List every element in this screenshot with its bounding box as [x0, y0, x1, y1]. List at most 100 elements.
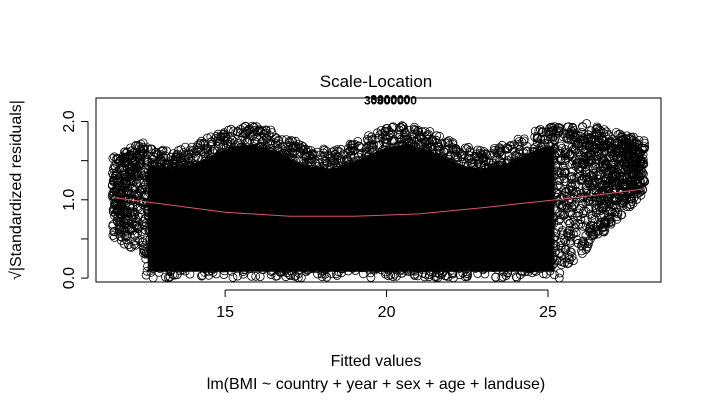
data-point — [464, 235, 474, 245]
data-point — [208, 248, 218, 258]
data-point — [289, 166, 299, 176]
data-point — [409, 248, 419, 258]
data-point — [576, 215, 585, 225]
data-point — [585, 223, 595, 232]
data-point — [331, 160, 341, 170]
data-point — [463, 153, 473, 163]
data-point — [344, 262, 354, 272]
data-point — [229, 226, 239, 236]
data-point — [418, 171, 428, 181]
data-point — [520, 178, 530, 188]
data-point — [197, 271, 207, 281]
data-point — [347, 174, 357, 184]
data-point — [388, 169, 398, 179]
data-point — [208, 147, 217, 156]
data-point — [436, 146, 446, 156]
data-point — [247, 201, 256, 211]
data-point — [390, 226, 400, 236]
data-point — [207, 176, 217, 186]
data-point — [566, 229, 575, 239]
data-point — [339, 252, 349, 262]
data-point — [247, 121, 257, 131]
data-point — [576, 188, 586, 198]
data-point — [262, 184, 272, 194]
data-point — [128, 201, 138, 210]
data-point — [162, 249, 172, 259]
data-point — [558, 209, 568, 219]
data-point — [257, 137, 267, 147]
data-point — [507, 144, 517, 154]
data-point — [462, 195, 472, 204]
data-point — [558, 225, 567, 235]
data-point — [142, 204, 152, 214]
data-point — [206, 185, 216, 194]
data-point — [435, 178, 445, 188]
data-point — [204, 233, 214, 243]
data-point — [353, 155, 363, 165]
data-point — [223, 184, 233, 193]
data-point — [603, 192, 612, 202]
data-point — [338, 240, 348, 250]
data-point — [314, 201, 324, 210]
data-point — [228, 272, 238, 282]
data-point — [387, 147, 397, 157]
data-point — [404, 188, 414, 198]
data-point — [126, 179, 136, 188]
data-point — [541, 127, 551, 137]
data-point — [284, 200, 294, 210]
data-point — [282, 250, 292, 260]
data-point — [185, 269, 195, 279]
data-point — [277, 214, 287, 224]
data-point — [602, 154, 612, 164]
data-point — [311, 192, 320, 202]
data-point — [493, 184, 502, 194]
data-point — [530, 237, 540, 247]
data-point — [467, 223, 477, 233]
data-point — [339, 235, 349, 245]
data-point — [291, 271, 301, 281]
data-point — [375, 250, 385, 260]
data-point — [210, 157, 220, 167]
data-point — [231, 187, 240, 197]
data-point — [237, 252, 247, 262]
data-point — [579, 172, 589, 182]
data-point — [258, 234, 268, 244]
data-point — [555, 199, 565, 209]
data-point — [116, 232, 125, 241]
data-point — [407, 261, 417, 271]
data-point — [168, 149, 178, 159]
data-point — [340, 191, 350, 201]
data-point — [360, 246, 370, 256]
data-point — [468, 193, 478, 203]
data-point — [388, 272, 398, 282]
data-point — [399, 185, 409, 195]
data-point — [233, 271, 242, 281]
data-point — [512, 201, 521, 211]
data-point — [549, 239, 558, 249]
data-point — [587, 214, 597, 223]
data-point — [340, 194, 350, 204]
data-point — [411, 183, 421, 193]
data-point — [455, 258, 465, 268]
data-point — [392, 248, 402, 258]
data-point — [147, 239, 157, 249]
data-point — [540, 149, 550, 159]
data-point — [541, 173, 551, 183]
data-point — [303, 169, 313, 179]
data-point — [569, 200, 578, 210]
data-point — [177, 162, 186, 172]
data-point — [109, 227, 119, 237]
data-point — [206, 132, 216, 142]
data-point — [491, 261, 500, 271]
data-point — [238, 269, 248, 279]
data-point — [368, 142, 378, 152]
data-point — [288, 153, 298, 163]
data-point — [527, 158, 537, 168]
data-point — [472, 263, 482, 273]
data-point — [171, 222, 181, 232]
data-point — [362, 135, 372, 144]
data-point — [161, 261, 171, 271]
data-point — [186, 257, 196, 266]
data-point — [133, 202, 142, 212]
data-point — [497, 249, 506, 258]
